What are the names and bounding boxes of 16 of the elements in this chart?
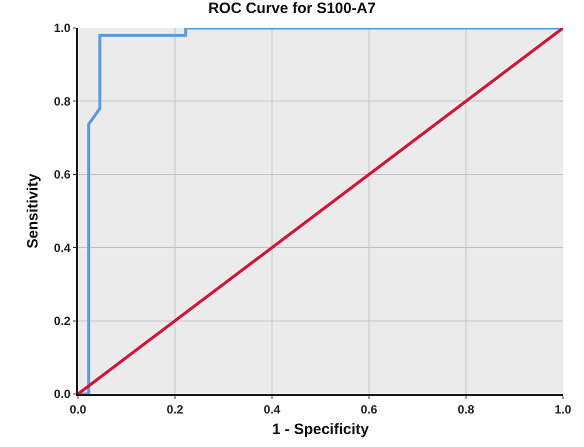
x-tick-label: 0.8 [458,402,475,416]
x-tick-label: 0.4 [264,402,281,416]
y-tick-label: 0.4 [54,240,71,255]
x-axis-title: 1 - Specificity [272,420,370,438]
x-tick-label: 0.2 [166,402,184,416]
y-tick-label: 1.0 [54,21,71,36]
x-tick-label: 0.0 [70,402,87,416]
x-tick-label: 0.6 [360,402,378,416]
y-tick-label: 0.6 [54,168,71,182]
y-axis-title: Sensitivity [24,172,42,249]
y-tick-label: 0.0 [54,387,71,402]
chart-title: ROC Curve for S100-A7 [208,0,376,17]
x-tick-label: 1.0 [554,402,572,416]
y-tick-label: 0.2 [54,314,71,328]
y-tick-label: 0.8 [54,94,71,108]
line-series [78,28,563,394]
